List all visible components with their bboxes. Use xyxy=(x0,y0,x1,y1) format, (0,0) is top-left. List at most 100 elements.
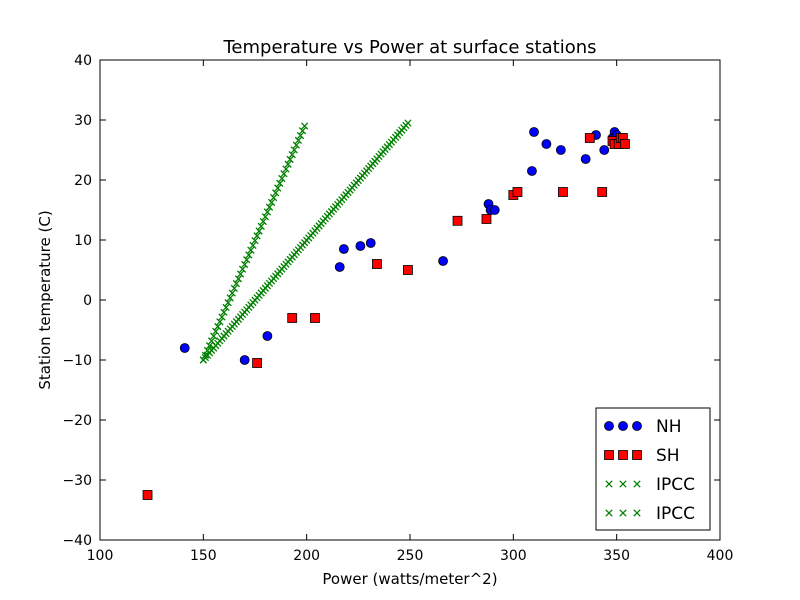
data-point xyxy=(355,241,366,251)
data-point xyxy=(263,208,272,216)
data-point xyxy=(241,260,249,269)
data-point xyxy=(584,133,595,143)
data-point xyxy=(214,322,222,331)
data-point xyxy=(558,187,568,197)
legend-marker xyxy=(632,421,642,431)
y-tick-label: 30 xyxy=(74,113,92,129)
data-point xyxy=(286,155,294,164)
legend-marker xyxy=(604,450,614,460)
data-point xyxy=(300,122,309,130)
data-point xyxy=(245,251,253,259)
data-point xyxy=(220,308,228,316)
data-point xyxy=(292,141,300,149)
data-point xyxy=(529,127,539,137)
data-point xyxy=(452,215,463,226)
series-4 xyxy=(199,119,412,364)
data-point xyxy=(527,166,537,176)
data-point xyxy=(294,136,303,144)
data-point xyxy=(201,351,210,359)
series-2 xyxy=(142,133,630,500)
data-point xyxy=(142,490,153,500)
chart-title: Temperature vs Power at surface stations xyxy=(222,37,596,58)
data-point xyxy=(272,189,280,197)
data-point xyxy=(239,355,250,365)
data-point xyxy=(310,313,320,323)
legend-entry: NH xyxy=(604,417,682,437)
data-point xyxy=(338,244,349,254)
data-point xyxy=(274,184,282,192)
data-point xyxy=(284,160,292,168)
data-point xyxy=(212,327,220,336)
data-point xyxy=(296,131,305,140)
data-point xyxy=(257,222,265,230)
data-point xyxy=(365,238,376,248)
data-point xyxy=(243,256,251,264)
data-point xyxy=(228,289,236,297)
data-point xyxy=(541,139,552,149)
data-point xyxy=(580,154,591,164)
data-point xyxy=(265,203,274,211)
data-point xyxy=(282,165,290,173)
x-tick-label: 350 xyxy=(603,548,630,564)
data-point xyxy=(290,146,298,154)
data-point xyxy=(255,227,263,235)
y-tick-label: 40 xyxy=(74,53,92,69)
legend: NH SH IPCC IPCC xyxy=(595,407,711,531)
data-point xyxy=(252,358,262,368)
legend-marker xyxy=(618,421,628,431)
data-point xyxy=(224,299,232,307)
legend-marker xyxy=(604,421,614,431)
data-point xyxy=(210,332,218,340)
data-point xyxy=(251,236,259,245)
data-point xyxy=(205,342,214,350)
legend-label: NH xyxy=(656,417,682,437)
legend-marker xyxy=(633,509,641,517)
legend-entry: IPCC xyxy=(605,475,695,495)
y-tick-label: −40 xyxy=(62,533,92,549)
data-point xyxy=(269,193,278,202)
data-point xyxy=(280,170,288,178)
data-point xyxy=(276,179,284,187)
y-tick-label: −10 xyxy=(62,353,92,369)
data-point xyxy=(555,145,566,155)
data-point xyxy=(597,187,608,197)
legend-box xyxy=(595,407,711,531)
y-tick-label: 10 xyxy=(74,233,92,249)
data-point xyxy=(489,205,500,215)
legend-entry: IPCC xyxy=(605,504,695,524)
data-point xyxy=(372,259,382,269)
data-point xyxy=(226,294,234,302)
data-point xyxy=(253,232,261,240)
legend-marker xyxy=(605,480,613,488)
data-point xyxy=(232,279,241,288)
data-point xyxy=(179,343,190,353)
legend-marker xyxy=(632,450,642,460)
series-3 xyxy=(199,122,309,364)
data-point xyxy=(259,217,267,226)
data-point xyxy=(620,139,630,149)
legend-marker xyxy=(633,480,641,488)
legend-marker xyxy=(619,509,627,517)
legend-label: SH xyxy=(656,446,680,466)
data-point xyxy=(288,150,296,159)
data-point xyxy=(236,270,245,278)
data-point xyxy=(403,265,413,275)
data-point xyxy=(222,303,230,312)
x-tick-label: 250 xyxy=(397,548,424,564)
data-point xyxy=(481,214,492,224)
data-point xyxy=(249,241,257,250)
x-tick-label: 400 xyxy=(707,548,734,564)
data-point xyxy=(238,265,247,273)
data-point xyxy=(247,246,255,254)
plot-area xyxy=(142,119,630,500)
data-point xyxy=(234,275,243,283)
data-point xyxy=(216,318,224,326)
y-axis-label: Station temperature (C) xyxy=(36,210,54,389)
data-point xyxy=(334,262,345,272)
y-tick-label: −30 xyxy=(62,473,92,489)
data-point xyxy=(404,119,412,127)
data-point xyxy=(298,127,307,135)
data-point xyxy=(512,187,523,197)
x-tick-label: 100 xyxy=(87,548,114,564)
legend-marker xyxy=(605,509,613,517)
